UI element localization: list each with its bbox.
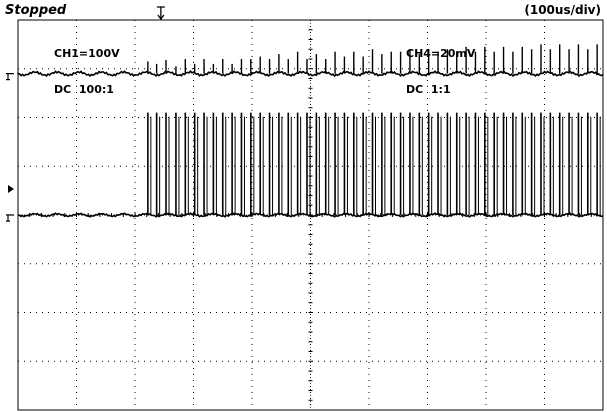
ch4-scale: CH4=20mV — [406, 47, 476, 60]
ground-marker-ch4 — [6, 73, 14, 81]
trace-ch1-baseline — [17, 212, 604, 218]
ch1-coupling: DC — [54, 83, 72, 96]
waveform-traces — [17, 44, 604, 218]
acquisition-status: Stopped — [5, 3, 67, 18]
ground-marker-ch1 — [6, 214, 14, 222]
ch4-coupling: DC — [406, 83, 424, 96]
ch1-label-block: CH1=100V DC 100:1 — [54, 24, 120, 120]
ch1-scale: CH1=100V — [54, 47, 120, 60]
channel-markers — [6, 6, 165, 222]
ch1-probe: 100:1 — [78, 83, 114, 96]
trigger-level-marker — [8, 185, 14, 193]
trigger-position-marker — [156, 6, 165, 21]
ch4-label-block: CH4=20mV DC 1:1 — [406, 24, 475, 120]
trace-ch4-baseline — [17, 70, 604, 78]
ch1-coupling-probe: DC 100:1 — [54, 84, 120, 96]
timebase-readout: (100us/div) — [524, 3, 601, 17]
ch4-probe: 1:1 — [430, 83, 451, 96]
ch4-coupling-probe: DC 1:1 — [406, 84, 475, 96]
